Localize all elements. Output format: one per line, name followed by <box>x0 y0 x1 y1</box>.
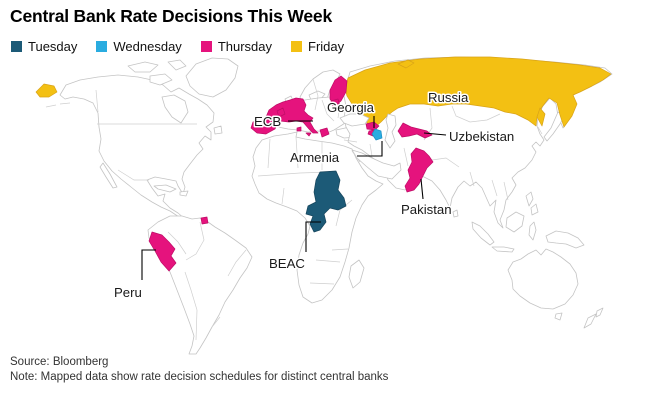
landmass-north-america <box>59 74 215 226</box>
leader-pakistan <box>420 178 424 200</box>
legend-label-friday: Friday <box>308 39 345 54</box>
landmass-tasmania <box>554 312 563 321</box>
hudson-bay <box>161 94 189 124</box>
landmass-sumatra-java <box>471 221 515 253</box>
map-label-beac: BEAC <box>269 256 305 271</box>
legend-item-wednesday: Wednesday <box>96 39 182 54</box>
leader-peru <box>141 249 156 280</box>
region-russia-sakhalin <box>536 107 546 127</box>
region-peru <box>148 231 177 272</box>
map-label-peru: Peru <box>114 285 142 300</box>
map-label-pakistan: Pakistan <box>401 202 452 217</box>
region-beac <box>305 170 347 233</box>
region-georgia <box>365 121 380 131</box>
landmass-philippines <box>525 191 539 216</box>
landmass-madagascar <box>348 259 365 289</box>
legend-item-friday: Friday <box>291 39 344 54</box>
note-text: Note: Mapped data show rate decision sch… <box>10 370 389 383</box>
internal-borders <box>45 78 543 341</box>
landmass-greenland <box>185 57 239 98</box>
arctic-islands <box>127 59 187 86</box>
page-title: Central Bank Rate Decisions This Week <box>10 6 332 26</box>
region-russia-chukotka <box>35 83 58 98</box>
legend-item-thursday: Thursday <box>200 39 273 54</box>
friday-swatch-icon <box>291 41 303 52</box>
leader-lines <box>141 116 447 280</box>
leader-armenia <box>357 141 383 157</box>
legend-label-tuesday: Tuesday <box>28 39 78 54</box>
caspian-sea <box>384 113 397 149</box>
legend-label-thursday: Thursday <box>217 39 273 54</box>
caribbean-islands <box>153 125 223 197</box>
tuesday-swatch-icon <box>11 41 22 52</box>
footer: Source: Bloomberg Note: Mapped data show… <box>10 355 388 384</box>
leader-beac <box>305 221 321 252</box>
region-uzbekistan <box>397 122 433 139</box>
region-azerbaijan <box>371 128 383 141</box>
map-label-uzbekistan: Uzbekistan <box>449 129 514 144</box>
landmass-sri-lanka <box>452 209 459 218</box>
landmass-australia <box>507 248 579 310</box>
map-label-georgia: Georgia <box>327 100 375 115</box>
colored-regions <box>35 56 612 272</box>
map-label-russia: Russia <box>428 90 469 105</box>
landmass-new-zealand <box>583 307 604 329</box>
thursday-swatch-icon <box>200 41 212 52</box>
map-label-armenia: Armenia <box>290 150 340 165</box>
legend: Tuesday Wednesday Thursday Friday <box>11 39 363 54</box>
leader-uzbekistan <box>423 132 447 136</box>
region-pakistan <box>404 147 434 193</box>
region-eurozone-ecb <box>250 75 348 138</box>
region-trinidad <box>200 216 209 225</box>
landmass-baja <box>99 162 118 189</box>
landmass-sulawesi <box>528 221 537 241</box>
wednesday-swatch-icon <box>96 41 108 52</box>
legend-label-wednesday: Wednesday <box>113 39 182 54</box>
map-label-ecb: ECB <box>254 114 281 129</box>
legend-item-tuesday: Tuesday <box>11 39 77 54</box>
landmass-new-guinea <box>545 230 585 249</box>
source-text: Source: Bloomberg <box>10 356 109 368</box>
map-labels: Russia Georgia ECB Uzbekistan Armenia Pa… <box>113 89 516 302</box>
black-sea <box>339 113 370 127</box>
landmass-borneo <box>505 211 525 233</box>
landmass-arabia <box>351 149 402 180</box>
region-russia-novaya-zemlya <box>397 59 415 69</box>
